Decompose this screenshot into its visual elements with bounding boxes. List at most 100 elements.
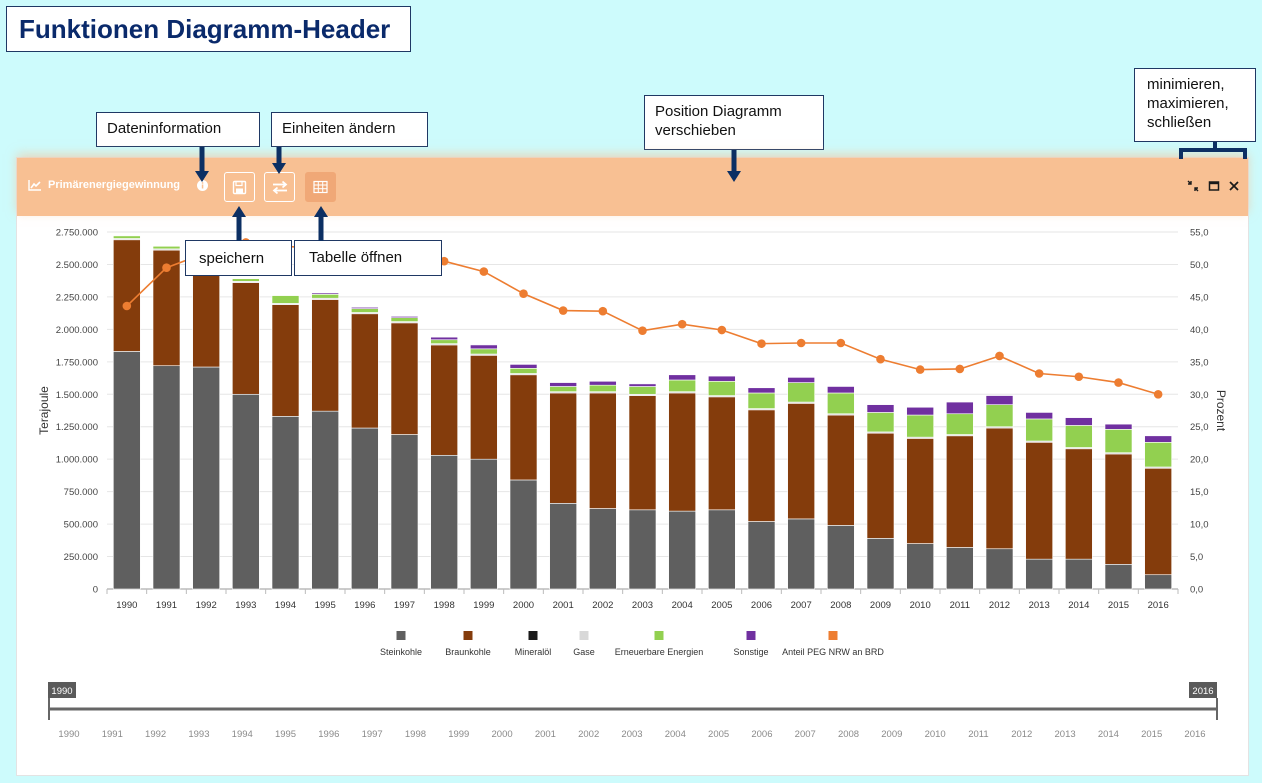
bar-segment	[271, 295, 300, 304]
bar-segment	[470, 355, 498, 460]
chart-header-title: Primärenergiegewinnung	[48, 179, 181, 191]
arrow-down-icon	[195, 147, 209, 182]
range-year-label: 2009	[881, 729, 902, 740]
chart-header-bar[interactable]: Primärenergiegewinnung	[17, 158, 1248, 216]
range-year-label: 2004	[665, 729, 686, 740]
bar-segment	[708, 396, 736, 511]
legend-label: Braunkohle	[445, 647, 491, 657]
bar-segment	[827, 414, 855, 526]
close-icon[interactable]	[1228, 180, 1240, 192]
range-year-label: 2014	[1098, 729, 1119, 740]
bar-segment	[351, 427, 379, 590]
bar-segment	[351, 308, 379, 313]
range-year-label: 1998	[405, 729, 426, 740]
bar-segment	[430, 344, 458, 456]
save-icon	[232, 180, 247, 195]
callout-window-line2: maximieren,	[1147, 95, 1229, 112]
legend-swatch	[654, 631, 664, 640]
open-table-button[interactable]	[305, 172, 336, 202]
line-point	[915, 365, 925, 374]
x-tick-label: 1997	[394, 600, 415, 611]
x-tick-label: 2012	[989, 600, 1010, 611]
maximize-icon[interactable]	[1208, 180, 1220, 192]
y-tick-label: 250.000	[64, 552, 98, 563]
bar-segment	[232, 393, 260, 590]
bar-segment	[1065, 425, 1093, 448]
bar-segment	[390, 317, 419, 322]
legend-label: Steinkohle	[380, 647, 422, 657]
bar-segment	[906, 438, 934, 544]
line-point	[677, 319, 687, 329]
callout-tabelle-oeffnen: Tabelle öffnen	[294, 240, 442, 276]
line-point	[1074, 372, 1084, 382]
bar-segment	[1104, 453, 1133, 565]
bar-segment	[827, 525, 855, 590]
arrow-up-icon	[314, 206, 328, 241]
minimize-icon[interactable]	[1187, 180, 1199, 192]
y2-tick-label: 5,0	[1190, 552, 1203, 563]
bar-segment	[1025, 412, 1053, 420]
arrow-down-icon	[727, 150, 741, 182]
bar-segment	[549, 382, 577, 387]
callout-speichern: speichern	[185, 240, 292, 276]
bar-segment	[1025, 418, 1053, 442]
line-point	[558, 306, 568, 315]
bar-segment	[589, 392, 617, 509]
line-point	[836, 338, 846, 348]
legend-swatch	[579, 631, 589, 640]
legend-label: Sonstige	[733, 647, 768, 657]
y2-tick-label: 0,0	[1190, 585, 1203, 596]
bar-segment	[232, 278, 260, 282]
x-tick-label: 1996	[354, 600, 375, 611]
info-icon[interactable]	[197, 180, 208, 191]
line-point	[598, 306, 608, 316]
bar-segment	[985, 404, 1014, 428]
bar-segment	[1065, 448, 1093, 560]
line-point	[519, 289, 528, 298]
bar-segment	[747, 409, 776, 522]
bar-segment	[787, 403, 815, 520]
bar-segment	[1104, 564, 1133, 590]
y2-tick-label: 15,0	[1190, 487, 1209, 498]
bar-segment	[509, 368, 538, 374]
line-point	[757, 339, 766, 348]
x-tick-label: 2013	[1029, 600, 1050, 611]
range-start-badge	[48, 682, 76, 698]
range-end-label: 2016	[1192, 686, 1213, 697]
line-point	[717, 325, 727, 335]
range-year-label: 1994	[232, 729, 253, 740]
bar-segment	[906, 543, 934, 590]
y-tick-label: 2.250.000	[56, 292, 98, 303]
y-tick-label: 1.500.000	[56, 390, 98, 401]
bar-segment	[985, 427, 1014, 550]
bar-segment	[271, 416, 300, 590]
bar-segment	[470, 344, 498, 350]
bar-segment	[589, 380, 617, 386]
x-tick-label: 2008	[830, 600, 851, 611]
x-tick-label: 1992	[196, 600, 217, 611]
x-tick-label: 2004	[672, 600, 693, 611]
save-button[interactable]	[224, 172, 255, 202]
x-tick-label: 2011	[950, 600, 970, 611]
bar-segment	[152, 365, 181, 590]
x-tick-label: 1998	[434, 600, 455, 611]
range-year-label: 2007	[795, 729, 816, 740]
bar-segment	[311, 299, 339, 412]
x-tick-label: 2002	[592, 600, 613, 611]
x-tick-label: 2016	[1148, 600, 1169, 611]
bar-segment	[1144, 467, 1172, 576]
bar-segment	[470, 348, 498, 355]
x-tick-label: 1991	[156, 600, 177, 611]
x-tick-label: 2015	[1108, 600, 1129, 611]
bar-segment	[232, 282, 260, 395]
line-point	[439, 256, 449, 266]
bar-segment	[628, 383, 657, 387]
y-tick-label: 500.000	[64, 520, 98, 531]
line-point	[796, 338, 806, 348]
y-axis-label: Terajoule	[37, 386, 51, 435]
range-year-label: 1992	[145, 729, 166, 740]
range-year-label: 2013	[1055, 729, 1076, 740]
range-year-label: 1997	[362, 729, 383, 740]
bar-segment	[430, 454, 458, 590]
